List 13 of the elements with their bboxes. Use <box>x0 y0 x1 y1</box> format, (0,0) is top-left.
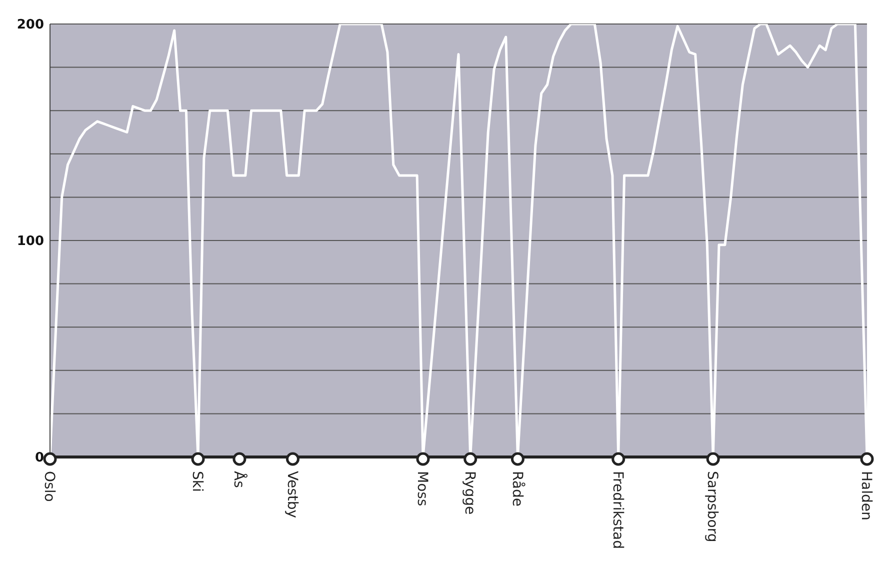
x-tick-label: Rygge <box>461 471 478 515</box>
x-tick-label: Ås <box>230 471 248 488</box>
x-tick-label: Halden <box>858 471 874 520</box>
x-tick-label: Moss <box>414 471 430 506</box>
x-tick-label: Oslo <box>41 471 58 502</box>
y-tick-label: 200 <box>16 18 44 33</box>
y-tick-label: 0 <box>34 450 44 466</box>
x-tick-label: Ski <box>189 471 206 492</box>
y-tick-label: 100 <box>16 234 44 250</box>
x-tick-label: Sarpsborg <box>704 471 720 542</box>
x-tick-label: Fredrikstad <box>609 471 626 549</box>
x-tick-label: Råde <box>508 471 526 506</box>
x-tick-label: Vestby <box>284 471 300 518</box>
